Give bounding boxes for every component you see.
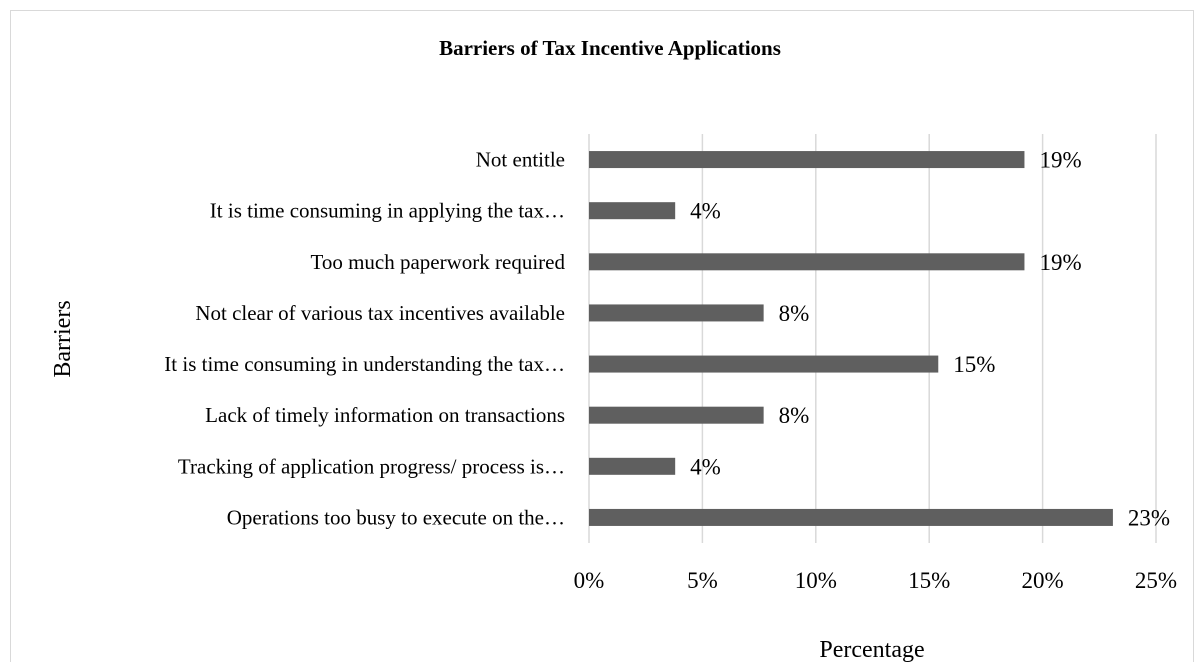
gridlines (588, 134, 1157, 543)
data-label: 19% (1039, 148, 1081, 173)
data-label: 4% (690, 454, 721, 479)
category-label: Not entitle (476, 148, 565, 172)
bar (589, 457, 676, 475)
bar (589, 253, 1025, 271)
x-tick-label: 10% (795, 568, 837, 593)
data-label: 23% (1128, 505, 1170, 530)
x-axis-ticks: 0% 5% 10% 15% 20% 25% (574, 568, 1177, 593)
x-tick-label: 0% (574, 568, 605, 593)
x-tick-label: 20% (1022, 568, 1064, 593)
category-label: Too much paperwork required (310, 250, 565, 274)
category-label: It is time consuming in applying the tax… (210, 199, 565, 223)
bar (589, 508, 1113, 526)
category-label: Tracking of application progress/ proces… (178, 454, 565, 478)
bar (589, 355, 939, 373)
x-tick-label: 15% (908, 568, 950, 593)
bars (589, 151, 1113, 526)
data-label: 15% (953, 352, 995, 377)
y-axis-title: Barriers (50, 300, 76, 377)
x-axis-title: Percentage (819, 637, 924, 662)
chart-frame (10, 10, 1194, 662)
category-label: Not clear of various tax incentives avai… (195, 301, 565, 325)
category-labels: Not entitle It is time consuming in apply… (164, 148, 565, 530)
bar (589, 202, 676, 220)
data-label: 19% (1039, 250, 1081, 275)
data-label: 8% (779, 403, 810, 428)
data-label: 4% (690, 199, 721, 224)
bar (589, 151, 1025, 169)
data-label: 8% (779, 301, 810, 326)
x-tick-label: 25% (1135, 568, 1177, 593)
bar (589, 406, 764, 424)
data-labels: 19% 4% 19% 8% 15% 8% 4% 23% (690, 148, 1170, 531)
category-label: It is time consuming in understanding th… (164, 352, 565, 376)
category-label: Operations too busy to execute on the… (227, 505, 565, 529)
chart-title: Barriers of Tax Incentive Applications (439, 36, 781, 60)
category-label: Lack of timely information on transactio… (205, 403, 565, 427)
x-tick-label: 5% (687, 568, 718, 593)
bar (589, 304, 764, 322)
